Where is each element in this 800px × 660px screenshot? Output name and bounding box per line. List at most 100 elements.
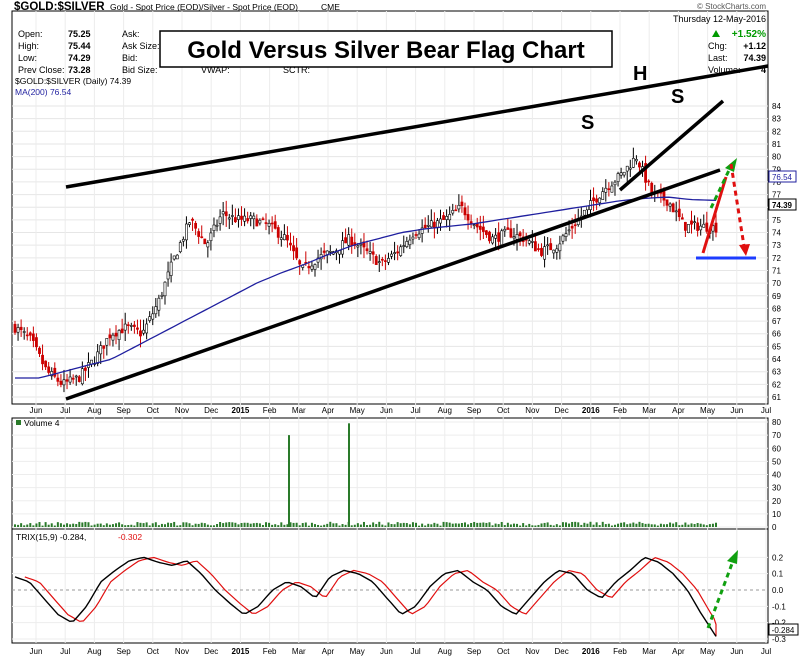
price-candle bbox=[209, 232, 213, 242]
price-candle bbox=[279, 237, 283, 240]
volume-bar bbox=[436, 523, 439, 527]
volume-bar bbox=[705, 525, 708, 527]
price-candle bbox=[218, 216, 222, 224]
volume-bar bbox=[678, 525, 681, 527]
volume-bar bbox=[626, 524, 629, 527]
trix-tick-label: -0.3 bbox=[772, 635, 786, 644]
price-candle bbox=[341, 240, 344, 255]
x-tick-label-bottom: May bbox=[700, 647, 715, 656]
price-candle bbox=[644, 163, 647, 183]
trix-value-tag bbox=[768, 623, 799, 636]
price-candle bbox=[28, 332, 32, 336]
volume-bar bbox=[470, 523, 473, 527]
volume-bar bbox=[200, 522, 203, 527]
price-tick-label: 74 bbox=[772, 229, 781, 238]
volume-bar bbox=[209, 525, 212, 527]
volume-bar bbox=[571, 521, 574, 527]
price-candle bbox=[22, 331, 26, 333]
price-candle bbox=[310, 265, 314, 270]
price-candle bbox=[497, 232, 501, 242]
price-candle bbox=[515, 234, 519, 240]
volume-bar bbox=[307, 525, 310, 527]
price-candle bbox=[356, 245, 360, 248]
volume-bar bbox=[399, 523, 402, 527]
volume-bar bbox=[519, 525, 522, 527]
price-candle bbox=[687, 224, 690, 233]
price-tick-label: 73 bbox=[772, 241, 781, 250]
price-candle bbox=[671, 203, 675, 213]
x-axis-labels: Jun Jun Jul Jul Aug Aug Sep Sep Oct Oct Nov Nov Dec D… bbox=[30, 406, 772, 656]
volume-bar bbox=[681, 524, 684, 527]
price-candle bbox=[714, 222, 718, 233]
volume-bar bbox=[335, 523, 338, 527]
price-candle bbox=[203, 238, 207, 245]
price-candle bbox=[552, 249, 556, 254]
volume-bar bbox=[672, 523, 675, 527]
price-candle bbox=[117, 330, 121, 340]
volume-bar bbox=[216, 524, 219, 527]
volume-bar bbox=[167, 522, 170, 527]
volume-y-axis-labels: 0 10 20 30 40 50 60 70 80 bbox=[772, 418, 781, 532]
price-candle bbox=[668, 203, 672, 207]
volume-bar bbox=[525, 525, 528, 527]
x-tick-label: Feb bbox=[613, 406, 627, 415]
trix-tick-label: 0.1 bbox=[772, 570, 784, 579]
volume-bar bbox=[188, 523, 191, 527]
exchange-label: CME bbox=[321, 2, 340, 12]
volume-bar bbox=[613, 524, 616, 527]
price-candle bbox=[683, 221, 687, 231]
price-candle bbox=[359, 243, 363, 246]
price-candle bbox=[509, 228, 513, 238]
price-candle bbox=[619, 172, 623, 176]
volume-bar bbox=[258, 523, 261, 527]
trix-signal-line bbox=[24, 556, 717, 637]
price-candle bbox=[120, 328, 124, 334]
sctr-label: SCTR: bbox=[283, 65, 310, 75]
price-candle bbox=[662, 190, 666, 201]
price-candle bbox=[374, 256, 378, 265]
volume-bar bbox=[638, 521, 641, 527]
x-tick-label-bottom: Aug bbox=[438, 647, 452, 656]
price-candle bbox=[270, 222, 274, 225]
volume-bars bbox=[14, 423, 717, 527]
x-tick-label: Aug bbox=[87, 406, 101, 415]
price-candle bbox=[399, 246, 403, 256]
price-tick-label: 79 bbox=[772, 165, 781, 174]
price-candle bbox=[387, 258, 390, 263]
price-candle bbox=[114, 332, 118, 337]
price-candle bbox=[383, 260, 387, 262]
volume-tick-label: 30 bbox=[772, 484, 781, 493]
x-tick-label-bottom: Nov bbox=[175, 647, 189, 656]
upper-trendline bbox=[65, 64, 769, 189]
volume-bar bbox=[506, 522, 509, 527]
price-candle bbox=[466, 214, 470, 221]
price-tick-label: 64 bbox=[772, 355, 781, 364]
last-label: Last: bbox=[708, 53, 728, 63]
price-candle bbox=[567, 229, 571, 232]
ma-legend: MA(200) 76.54 bbox=[15, 87, 71, 97]
price-candle bbox=[96, 351, 100, 364]
volume-bar bbox=[491, 525, 494, 527]
price-candle bbox=[41, 354, 44, 365]
volume-bar bbox=[69, 524, 72, 527]
price-candle bbox=[494, 234, 497, 239]
price-candle bbox=[47, 366, 51, 373]
price-candle bbox=[221, 211, 225, 215]
volume-bar bbox=[396, 522, 399, 527]
volume-bar bbox=[338, 525, 341, 527]
trix-tick-label: -0.1 bbox=[772, 602, 786, 611]
price-candle bbox=[111, 334, 115, 341]
x-tick-label: 2015 bbox=[232, 406, 250, 415]
price-candle bbox=[185, 223, 188, 241]
price-candle bbox=[44, 360, 48, 368]
price-tick-label: 72 bbox=[772, 254, 781, 263]
volume-bar bbox=[439, 525, 442, 527]
prev-close-label: Prev Close: bbox=[18, 65, 65, 75]
volume-bar bbox=[488, 522, 491, 527]
price-candle bbox=[628, 167, 632, 170]
volume-bar bbox=[415, 522, 418, 527]
price-candle bbox=[227, 217, 231, 220]
volume-bar bbox=[206, 524, 209, 527]
volume-bar bbox=[715, 522, 717, 527]
price-candle bbox=[396, 251, 400, 254]
